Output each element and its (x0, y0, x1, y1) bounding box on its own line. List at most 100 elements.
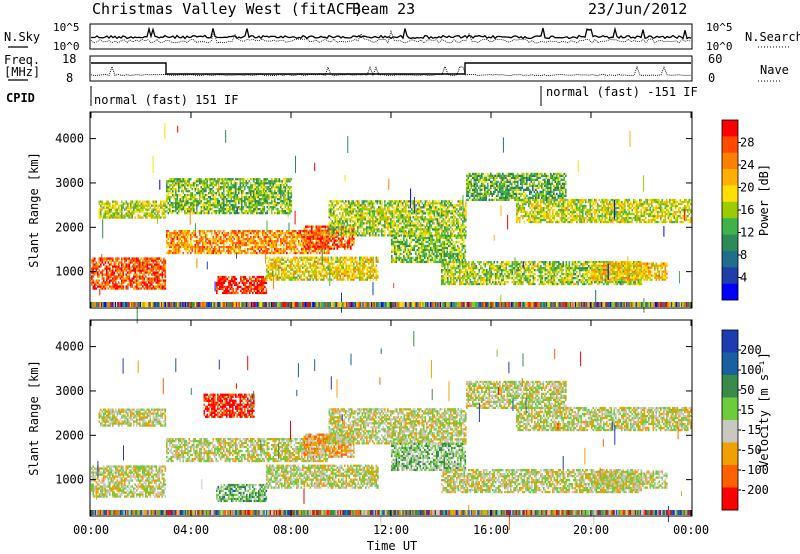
echo-cell (196, 184, 198, 187)
echo-cell (369, 228, 371, 231)
echo-cell (152, 261, 155, 264)
echo-cell (193, 206, 195, 209)
echo-cell (196, 251, 198, 255)
echo-cell (367, 202, 370, 205)
echo-cell (290, 278, 292, 281)
echo-cell (375, 260, 378, 263)
echo-cell (286, 178, 288, 181)
echo-cell (139, 259, 141, 262)
echo-cell (202, 243, 204, 247)
echo-cell (306, 256, 309, 259)
echo-cell (378, 214, 380, 217)
echo-cell (149, 281, 152, 284)
echo-cell (287, 178, 290, 181)
echo-cell (226, 186, 228, 189)
echo-cell (124, 279, 126, 282)
echo-cell (412, 230, 415, 233)
echo-cell (326, 231, 328, 234)
echo-cell (385, 222, 388, 225)
echo-cell (280, 204, 282, 207)
echo-cell (169, 188, 171, 191)
echo-cell (387, 208, 389, 211)
echo-cell (278, 178, 281, 181)
echo-cell (103, 206, 105, 209)
echo-cell (239, 198, 242, 201)
echo-cell (307, 251, 309, 255)
echo-cell (238, 192, 240, 195)
echo-cell (266, 241, 269, 245)
echo-cell (173, 178, 176, 181)
echo-cell (372, 212, 374, 215)
echo-cell (172, 202, 174, 205)
echo-cell (405, 206, 407, 209)
echo-cell (337, 226, 340, 229)
echo-cell (187, 208, 189, 211)
echo-cell (190, 235, 192, 239)
echo-cell (238, 196, 240, 199)
echo-cell (121, 269, 123, 272)
echo-cell (220, 208, 222, 211)
echo-cell (217, 279, 220, 283)
echo-cell (253, 230, 255, 233)
echo-cell (188, 182, 191, 185)
echo-cell (271, 180, 273, 183)
echo-cell (101, 287, 104, 290)
echo-cell (339, 268, 342, 271)
echo-cell (202, 204, 204, 207)
echo-cell (236, 198, 239, 201)
echo-cell (228, 285, 230, 289)
echo-cell (121, 285, 123, 288)
echo-cell (333, 228, 335, 231)
echo-cell (193, 204, 195, 207)
echo-cell (146, 265, 149, 268)
echo-cell (397, 230, 400, 233)
echo-cell (279, 260, 282, 263)
echo-cell (127, 265, 129, 268)
echo-cell (205, 235, 207, 239)
echo-cell (342, 266, 345, 269)
echo-cell (348, 224, 350, 227)
echo-cell (301, 237, 303, 241)
echo-cell (285, 260, 288, 263)
echo-cell (244, 251, 246, 255)
echo-cell (253, 200, 255, 203)
echo-cell (266, 188, 269, 191)
echo-cell (305, 239, 308, 243)
echo-cell (402, 214, 404, 217)
echo-cell (203, 194, 206, 197)
echo-cell (290, 233, 293, 237)
echo-cell (284, 190, 287, 193)
echo-cell (312, 225, 315, 228)
echo-cell (219, 275, 221, 279)
echo-cell (330, 232, 332, 235)
echo-cell (311, 231, 313, 234)
echo-cell (95, 283, 98, 286)
echo-cell (225, 287, 227, 291)
echo-cell (255, 277, 257, 281)
echo-cell (193, 245, 195, 249)
echo-cell (97, 273, 99, 276)
echo-cell (274, 241, 276, 245)
echo-cell (211, 251, 213, 255)
echo-cell (305, 262, 307, 265)
echo-cell (221, 196, 224, 199)
echo-cell (369, 208, 371, 211)
echo-cell (354, 266, 357, 269)
echo-cell (269, 190, 272, 193)
echo-cell (348, 214, 350, 217)
echo-cell (253, 196, 255, 199)
echo-cell (354, 268, 357, 271)
echo-cell (330, 208, 332, 211)
echo-cell (214, 230, 216, 233)
echo-cell (267, 264, 270, 267)
echo-cell (374, 276, 376, 279)
echo-cell (148, 279, 150, 282)
echo-cell (348, 239, 351, 242)
echo-cell (400, 210, 403, 213)
echo-cell (166, 206, 168, 209)
echo-cell (269, 262, 271, 265)
echo-cell (196, 206, 198, 209)
echo-cell (408, 224, 410, 227)
echo-cell (281, 266, 283, 269)
echo-cell (370, 220, 373, 223)
